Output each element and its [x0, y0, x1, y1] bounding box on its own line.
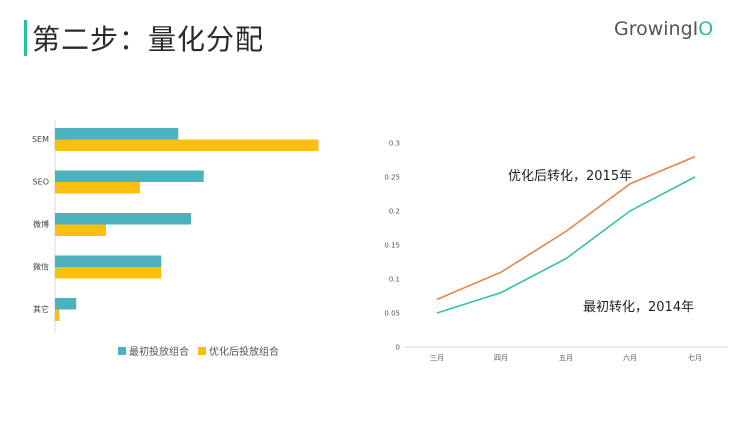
bar-optimized [55, 267, 162, 279]
bar-initial [55, 298, 77, 310]
legend-label: 最初投放组合 [129, 345, 189, 358]
bar-category-label: 其它 [33, 304, 49, 314]
bar-optimized [55, 139, 319, 151]
x-tick-label: 六月 [623, 353, 637, 362]
bar-optimized [55, 224, 106, 236]
bar-initial [55, 128, 179, 140]
y-tick-label: 0.1 [389, 276, 400, 284]
x-tick-label: 七月 [688, 353, 702, 362]
y-tick-label: 0 [396, 344, 400, 352]
y-tick-label: 0.05 [384, 310, 400, 318]
series-line-initial [436, 176, 696, 314]
title-accent-bar [24, 20, 27, 56]
y-tick-label: 0.15 [384, 242, 400, 250]
x-tick-label: 四月 [494, 354, 508, 362]
legend-label: 优化后投放组合 [209, 345, 279, 358]
bar-initial [55, 170, 204, 182]
bar-category-label: SEO [33, 178, 49, 187]
legend-swatch [118, 347, 126, 355]
series-annotation-initial: 最初转化，2014年 [583, 300, 694, 315]
growingio-logo: GrowingIO [614, 18, 713, 40]
x-tick-label: 三月 [430, 354, 444, 362]
logo-main-text: GrowingI [614, 18, 699, 40]
page-title: 第二步：量化分配 [32, 23, 265, 56]
bar-optimized [55, 182, 140, 194]
y-tick-label: 0.25 [384, 174, 400, 182]
bar-category-label: 微博 [33, 219, 49, 229]
series-line-optimized [436, 155, 696, 301]
bar-optimized [55, 309, 60, 321]
x-tick-label: 五月 [559, 354, 573, 362]
y-tick-label: 0.2 [389, 208, 400, 216]
series-annotation-optimized: 优化后转化，2015年 [508, 169, 632, 184]
bar-initial [55, 255, 162, 267]
bar-initial [55, 213, 191, 225]
legend-swatch [198, 347, 206, 355]
bar-category-label: SEM [32, 135, 49, 144]
y-tick-label: 0.3 [389, 140, 400, 148]
bar-category-label: 微信 [33, 262, 49, 272]
logo-accent-text: O [698, 18, 714, 40]
